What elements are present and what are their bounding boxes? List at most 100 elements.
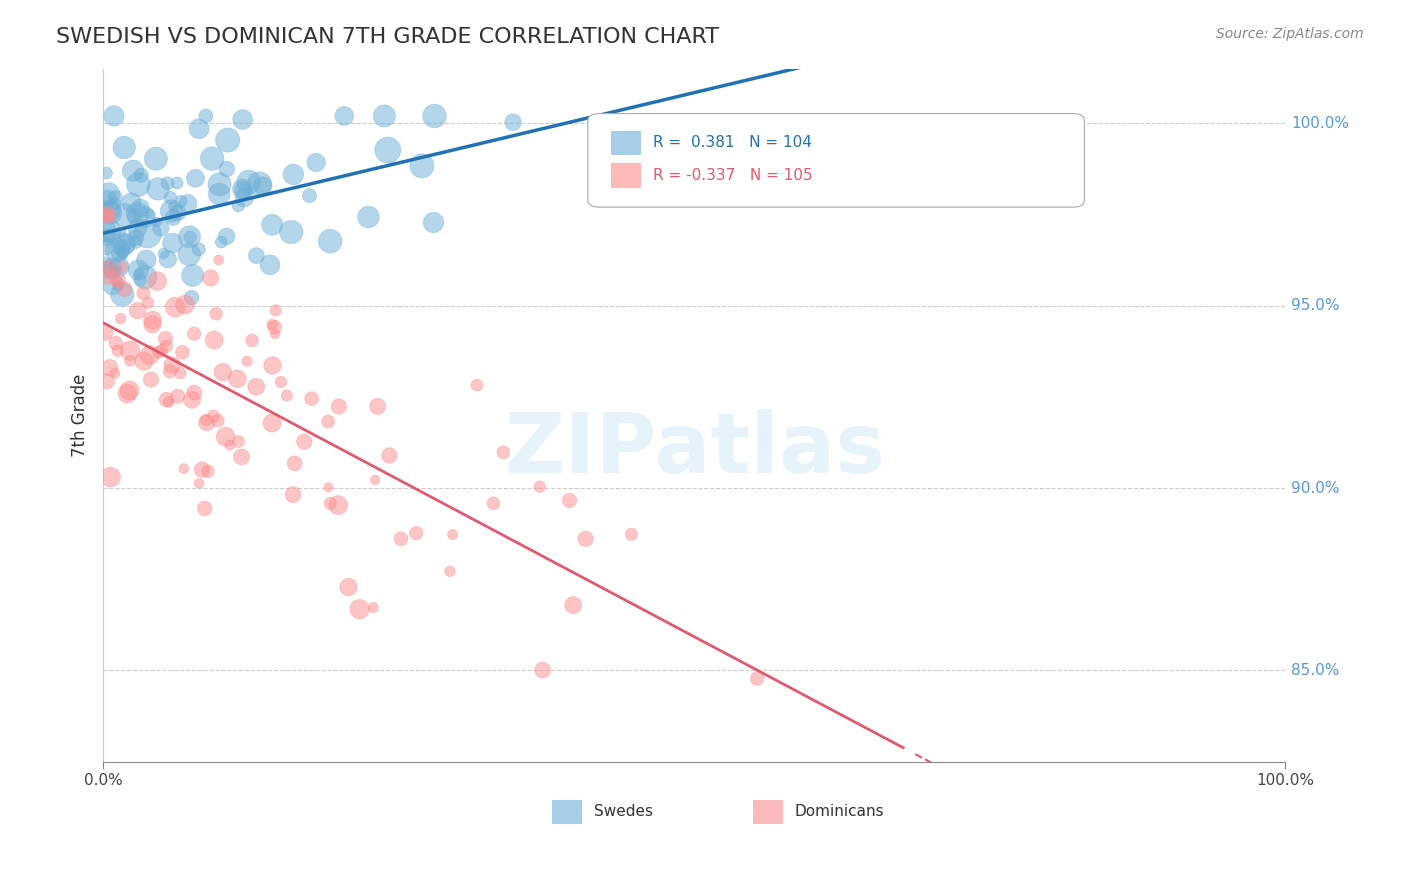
Point: [101, 260, 124, 275]
Point: [150, 343, 173, 358]
Point: [337, 580, 360, 594]
Point: [117, 386, 139, 401]
Point: [127, 221, 149, 235]
Point: [232, 183, 254, 197]
Point: [280, 225, 302, 239]
Point: [264, 326, 287, 341]
Bar: [612, 163, 641, 187]
Point: [264, 303, 287, 318]
Point: [97, 261, 120, 276]
Point: [177, 196, 200, 211]
Point: [207, 414, 229, 428]
Point: [284, 456, 307, 470]
Point: [146, 274, 169, 288]
Point: [529, 480, 551, 494]
Point: [101, 277, 124, 291]
Point: [132, 354, 155, 368]
Point: [129, 168, 152, 182]
Point: [283, 168, 305, 182]
Point: [212, 365, 235, 379]
Point: [377, 143, 399, 157]
Point: [97, 186, 120, 201]
Point: [373, 109, 395, 123]
Point: [167, 205, 190, 219]
Point: [319, 234, 342, 248]
Point: [240, 334, 263, 348]
Point: [263, 320, 285, 334]
Point: [245, 249, 267, 263]
Point: [194, 501, 217, 516]
Point: [502, 115, 524, 129]
Point: [423, 109, 446, 123]
Point: [122, 163, 145, 178]
Text: ZIPatlas: ZIPatlas: [503, 409, 884, 491]
Point: [155, 332, 177, 346]
Point: [247, 177, 270, 191]
Point: [183, 385, 205, 400]
Point: [236, 354, 259, 368]
Point: [179, 247, 201, 261]
Point: [157, 395, 180, 409]
Point: [328, 400, 350, 414]
Point: [159, 191, 181, 205]
Text: 85.0%: 85.0%: [1291, 663, 1340, 678]
Point: [226, 372, 249, 386]
Point: [118, 384, 141, 398]
Point: [134, 270, 156, 285]
Point: [139, 373, 162, 387]
Point: [188, 476, 211, 491]
Point: [179, 230, 201, 244]
Point: [208, 187, 231, 202]
Point: [169, 366, 191, 380]
Point: [378, 449, 401, 463]
Point: [318, 480, 340, 494]
Text: Dominicans: Dominicans: [794, 804, 884, 819]
Point: [149, 221, 172, 235]
Point: [207, 252, 229, 267]
Point: [94, 326, 117, 340]
Point: [172, 345, 194, 359]
Point: [129, 201, 152, 215]
Point: [439, 564, 461, 578]
Point: [422, 215, 444, 229]
Point: [173, 461, 195, 475]
FancyBboxPatch shape: [588, 113, 1084, 207]
Point: [94, 207, 117, 221]
Point: [201, 152, 224, 166]
Point: [181, 268, 204, 283]
Point: [166, 176, 188, 190]
Point: [364, 473, 387, 487]
Point: [349, 602, 371, 616]
Point: [492, 445, 515, 459]
Text: R =  0.381   N = 104: R = 0.381 N = 104: [652, 136, 811, 150]
Point: [94, 223, 117, 237]
Point: [575, 532, 598, 546]
Point: [197, 464, 219, 478]
Point: [233, 191, 256, 205]
Point: [100, 470, 122, 484]
Point: [111, 241, 134, 255]
Point: [259, 258, 281, 272]
Point: [132, 286, 155, 301]
Point: [200, 271, 222, 285]
Point: [301, 392, 323, 406]
Point: [281, 488, 304, 502]
Point: [134, 210, 156, 224]
Point: [100, 205, 122, 219]
Point: [205, 307, 228, 321]
Point: [156, 252, 179, 267]
Point: [262, 218, 284, 232]
Point: [187, 243, 209, 257]
Point: [179, 230, 201, 244]
Point: [120, 343, 142, 358]
Point: [160, 203, 183, 218]
Point: [165, 300, 187, 314]
Point: [270, 375, 292, 389]
Point: [162, 235, 184, 250]
Point: [194, 109, 217, 123]
Point: [127, 207, 149, 221]
Point: [181, 392, 204, 407]
Point: [120, 353, 142, 368]
Point: [465, 378, 488, 392]
Point: [298, 188, 321, 202]
